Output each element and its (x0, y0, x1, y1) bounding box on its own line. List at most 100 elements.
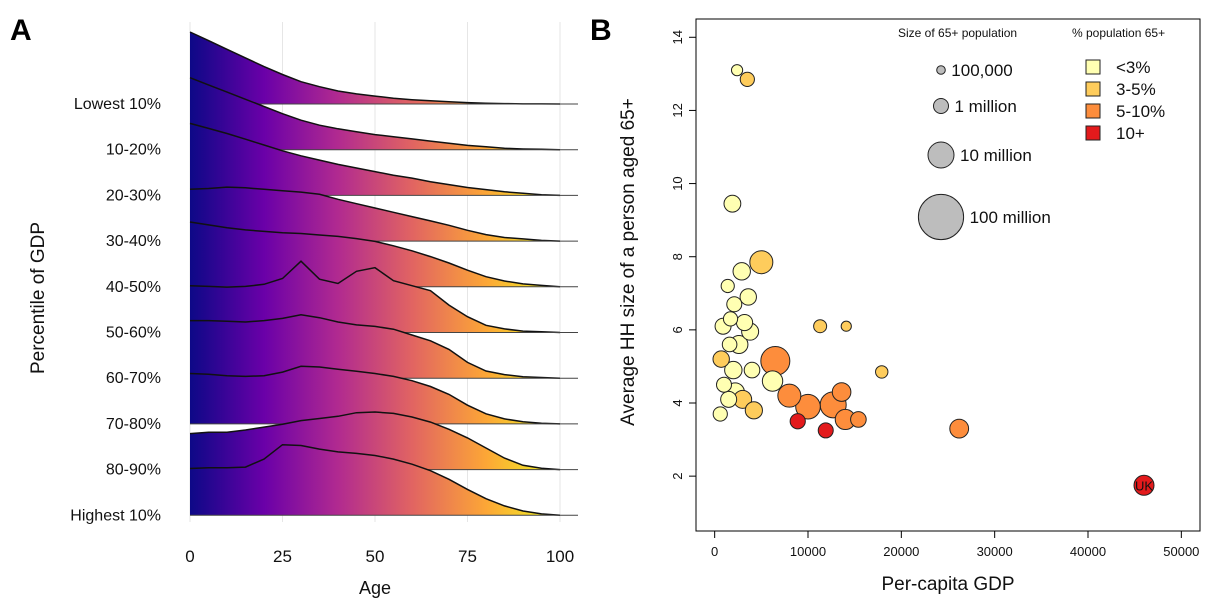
ridge-area (190, 444, 560, 516)
size-legend-label: 1 million (954, 97, 1016, 116)
bubble-points: UK (712, 64, 1155, 496)
ridgeline-x-tick-label: 25 (273, 547, 292, 566)
ridge-outline (189, 221, 561, 288)
ridgeline-x-ticks: 0 25 50 75 100 (185, 547, 574, 566)
bubble-point (813, 319, 828, 334)
bubble-x-axis-label: Per-capita GDP (881, 574, 1014, 595)
bubble-point (749, 250, 774, 275)
bubble-x-tick-label: 30000 (977, 544, 1013, 559)
ridgeline-y-axis-label: Percentile of GDP (28, 222, 49, 374)
panel-b-letter: B (590, 14, 612, 47)
ridge-lowest-10-: Lowest 10% (74, 31, 578, 113)
color-legend-label: <3% (1116, 58, 1151, 77)
bubble-point (761, 370, 784, 392)
bubble-point (831, 382, 852, 402)
ridge-label: 60-70% (106, 370, 161, 387)
size-legend-circle (933, 98, 949, 114)
bubble-y-tick-label: 12 (670, 103, 685, 117)
bubble-point (716, 376, 732, 393)
ridge-label: 40-50% (106, 279, 161, 296)
bubble-point (720, 278, 735, 294)
bubble-point (726, 296, 743, 313)
bubble-point (735, 313, 754, 332)
ridge-area (190, 366, 560, 424)
bubble-point (712, 406, 728, 422)
ridge-70-80-: 70-80% (106, 365, 578, 433)
color-legend-label: 10+ (1116, 124, 1145, 143)
bubble-point (744, 401, 763, 420)
bubble-point (724, 360, 743, 380)
bubble-point-label: UK (1135, 478, 1153, 493)
bubble-y-tick-label: 10 (670, 176, 685, 190)
ridge-label: 20-30% (106, 187, 161, 204)
bubble-x-tick-label: 20000 (883, 544, 919, 559)
ridge-area (190, 77, 560, 150)
color-legend-label: 5-10% (1116, 102, 1165, 121)
bubble-point (795, 393, 821, 420)
size-legend-label: 10 million (960, 146, 1032, 165)
ridge-area (190, 187, 560, 242)
bubble-axes: 0 10000 20000 30000 40000 50000 2 4 6 8 10 12 14 (670, 30, 1199, 559)
bubble-point (817, 422, 834, 439)
ridge-10-20-: 10-20% (106, 77, 578, 159)
ridge-outline (189, 365, 561, 425)
ridge-40-50-: 40-50% (106, 221, 578, 296)
color-legend: % population 65+ <3% 3-5% 5-10% 10+ (1072, 26, 1165, 143)
ridge-label: 30-40% (106, 233, 161, 250)
ridgeline-x-axis-label: Age (359, 578, 391, 598)
color-legend-label: 3-5% (1116, 80, 1156, 99)
size-legend-label: 100,000 (951, 61, 1012, 80)
panel-a-letter: A (10, 14, 32, 47)
bubble-point (949, 418, 970, 439)
bubble-point (732, 262, 751, 281)
ridge-outline (190, 314, 561, 379)
ridge-outline (189, 411, 561, 471)
ridge-label: 70-80% (106, 416, 161, 433)
size-legend: Size of 65+ population 100,000 1 million 1… (898, 26, 1051, 241)
bubble-plot-frame (695, 18, 1201, 532)
bubble-point (743, 361, 761, 379)
bubble-y-tick-label: 14 (670, 30, 685, 44)
bubble-point (1133, 474, 1155, 496)
bubble-point (777, 383, 802, 408)
ridge-label: Lowest 10% (74, 96, 161, 113)
bubble-point (739, 71, 755, 87)
bubble-point (739, 288, 757, 306)
size-legend-circle (936, 65, 946, 75)
bubble-point (723, 194, 742, 213)
bubble-point (840, 320, 852, 332)
size-legend-circle (917, 193, 965, 241)
bubble-x-tick-label: 50000 (1163, 544, 1199, 559)
ridgeline-panel: A Lowest 10% 10-20% 20-30% 30-40% 40-50% 50-6… (10, 14, 578, 598)
ridge-30-40-: 30-40% (106, 186, 578, 250)
color-legend-swatch (1085, 81, 1101, 97)
bubble-point (730, 64, 744, 77)
ridge-outline (189, 186, 561, 242)
bubble-point (712, 350, 730, 368)
color-legend-swatch (1085, 59, 1101, 75)
bubble-x-tick-label: 40000 (1070, 544, 1106, 559)
bubble-y-tick-label: 6 (670, 326, 685, 333)
bubble-point (721, 336, 738, 353)
bubble-y-tick-label: 2 (670, 473, 685, 480)
ridge-label: Highest 10% (70, 507, 161, 524)
ridge-area (190, 123, 560, 196)
size-legend-title: Size of 65+ population (898, 26, 1017, 40)
ridgeline-x-tick-label: 100 (546, 547, 574, 566)
bubble-x-tick-label: 0 (711, 544, 718, 559)
ridge-outline (189, 122, 561, 197)
color-legend-swatch (1085, 125, 1101, 141)
color-legend-swatch (1085, 103, 1101, 119)
bubble-point (875, 365, 889, 379)
ridgeline-x-tick-label: 50 (366, 547, 385, 566)
bubble-panel: B 0 10000 20000 30000 40000 50000 2 4 6 8 10 12 14 U… (590, 14, 1201, 595)
ridge-label: 10-20% (106, 142, 161, 159)
ridgeline-series: Lowest 10% 10-20% 20-30% 30-40% 40-50% 50-60%… (70, 31, 578, 524)
bubble-y-tick-label: 8 (670, 253, 685, 260)
ridge-label: 80-90% (106, 462, 161, 479)
ridge-area (190, 32, 560, 104)
ridge-area (190, 314, 560, 379)
ridgeline-x-tick-label: 75 (458, 547, 477, 566)
ridge-label: 50-60% (106, 325, 161, 342)
